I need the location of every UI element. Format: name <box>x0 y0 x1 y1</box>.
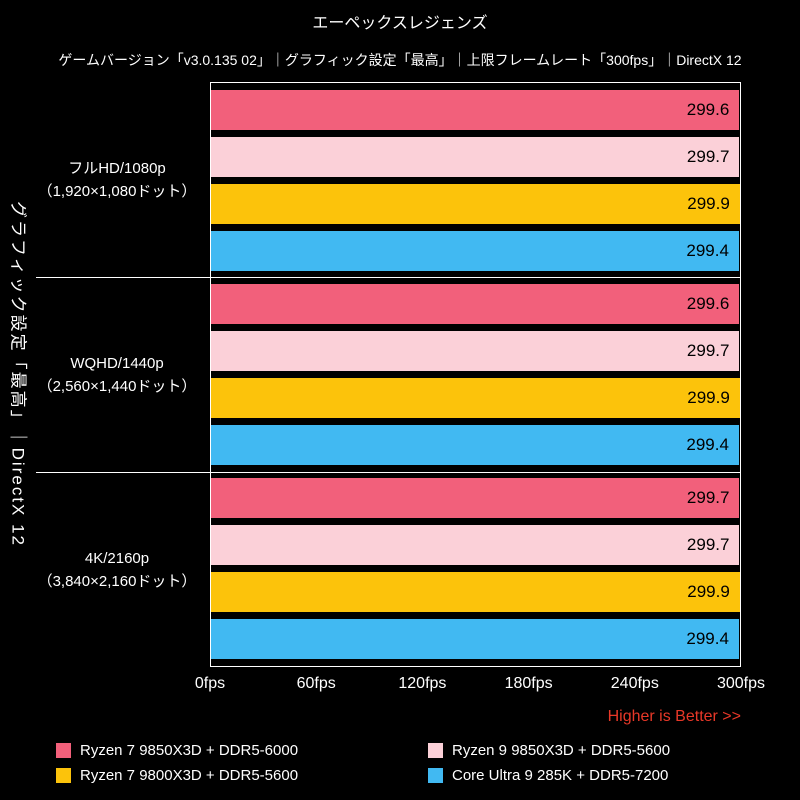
legend-item: Ryzen 7 9850X3D + DDR5-6000 <box>56 742 428 759</box>
bar-value-label: 299.7 <box>686 488 730 508</box>
bar-value-label: 299.6 <box>686 293 730 313</box>
bar-group: 299.6 299.7 299.9 299.4 <box>211 277 740 471</box>
bar: 299.6 <box>211 89 740 130</box>
x-axis-tick-label: 240fps <box>610 675 659 692</box>
category-label-line: 4K/2160p <box>84 549 150 567</box>
x-axis-tick-label: 120fps <box>398 675 447 692</box>
bar-value-label: 299.6 <box>686 99 730 119</box>
bar-value-label: 299.9 <box>687 193 730 213</box>
bar: 299.7 <box>211 136 740 177</box>
bar-row: 299.4 <box>211 230 740 271</box>
bar: 299.7 <box>211 525 740 566</box>
chart-title: エーペックスレジェンズ <box>312 15 488 32</box>
chart-subtitle: ゲームバージョン「v3.0.135 02」｜グラフィック設定「最高」｜上限フレー… <box>58 52 742 68</box>
legend-label: Core Ultra 9 285K + DDR5-7200 <box>452 767 669 784</box>
bar-row: 299.9 <box>211 377 740 418</box>
legend-item: Ryzen 7 9800X3D + DDR5-5600 <box>56 767 428 784</box>
bar-value-label: 299.4 <box>686 629 729 649</box>
bar-row: 299.9 <box>211 572 740 613</box>
legend-color-swatch <box>428 743 443 758</box>
bar-value-label: 299.9 <box>687 387 730 407</box>
bar-value-label: 299.4 <box>686 434 729 454</box>
bar-value-label: 299.7 <box>686 535 730 555</box>
y-axis-label: グラフィック設定「最高」｜DirectX 12 <box>8 200 28 548</box>
legend-color-swatch <box>428 768 443 783</box>
bar-row: 299.7 <box>211 478 740 519</box>
bar-group: 299.6 299.7 299.9 299.4 <box>211 83 740 277</box>
bar-value-label: 299.7 <box>686 340 730 360</box>
bar: 299.7 <box>211 478 740 519</box>
x-axis-tick-label: 180fps <box>504 675 553 692</box>
x-axis: 0fps 60fps 120fps 180fps 240fps 300fps <box>195 675 765 695</box>
bar-row: 299.7 <box>211 330 740 371</box>
bar-value-label: 299.9 <box>687 582 730 602</box>
bar-row: 299.7 <box>211 136 740 177</box>
bar: 299.4 <box>211 619 739 660</box>
legend-item: Ryzen 9 9850X3D + DDR5-5600 <box>428 742 670 759</box>
category-label: WQHD/1440p （2,560×1,440ドット） <box>30 277 204 472</box>
category-labels: フルHD/1080p （1,920×1,080ドット） WQHD/1440p （2,5… <box>30 82 204 667</box>
bar: 299.6 <box>211 283 740 324</box>
bar: 299.7 <box>211 330 740 371</box>
bar-row: 299.6 <box>211 89 740 130</box>
x-axis-tick-label: 0fps <box>194 675 226 692</box>
bar-row: 299.4 <box>211 619 740 660</box>
bar: 299.9 <box>211 183 740 224</box>
category-label: フルHD/1080p （1,920×1,080ドット） <box>30 82 204 277</box>
bar-row: 299.7 <box>211 525 740 566</box>
legend-label: Ryzen 7 9800X3D + DDR5-5600 <box>80 767 299 784</box>
bar-row: 299.4 <box>211 424 740 465</box>
plot-area: 299.6 299.7 299.9 299.4 299.6 299.7 299.9 299.4… <box>210 82 741 667</box>
legend-item: Core Ultra 9 285K + DDR5-7200 <box>428 767 670 784</box>
bar-value-label: 299.4 <box>686 240 729 260</box>
category-label-line: フルHD/1080p <box>68 159 166 177</box>
legend: Ryzen 7 9850X3D + DDR5-6000 Ryzen 9 9850X… <box>56 742 670 784</box>
group-separator-line <box>36 277 741 278</box>
legend-label: Ryzen 7 9850X3D + DDR5-6000 <box>80 742 299 759</box>
group-separator-line <box>36 472 741 473</box>
bar: 299.4 <box>211 230 739 271</box>
bar: 299.4 <box>211 424 739 465</box>
bar-value-label: 299.7 <box>686 146 730 166</box>
category-label-line: WQHD/1440p <box>70 354 164 372</box>
legend-color-swatch <box>56 743 71 758</box>
bar: 299.9 <box>211 377 740 418</box>
bar: 299.9 <box>211 572 740 613</box>
x-axis-tick-label: 300fps <box>716 675 766 692</box>
legend-color-swatch <box>56 768 71 783</box>
higher-is-better-note: Higher is Better >> <box>607 708 741 725</box>
x-axis-tick-label: 60fps <box>296 675 336 692</box>
bar-row: 299.9 <box>211 183 740 224</box>
category-label: 4K/2160p （3,840×2,160ドット） <box>30 472 204 667</box>
category-label-line: （3,840×2,160ドット） <box>37 572 197 590</box>
bar-row: 299.6 <box>211 283 740 324</box>
legend-label: Ryzen 9 9850X3D + DDR5-5600 <box>452 742 671 759</box>
category-label-line: （1,920×1,080ドット） <box>37 182 197 200</box>
bar-group: 299.7 299.7 299.9 299.4 <box>211 472 740 666</box>
category-label-line: （2,560×1,440ドット） <box>37 377 197 395</box>
